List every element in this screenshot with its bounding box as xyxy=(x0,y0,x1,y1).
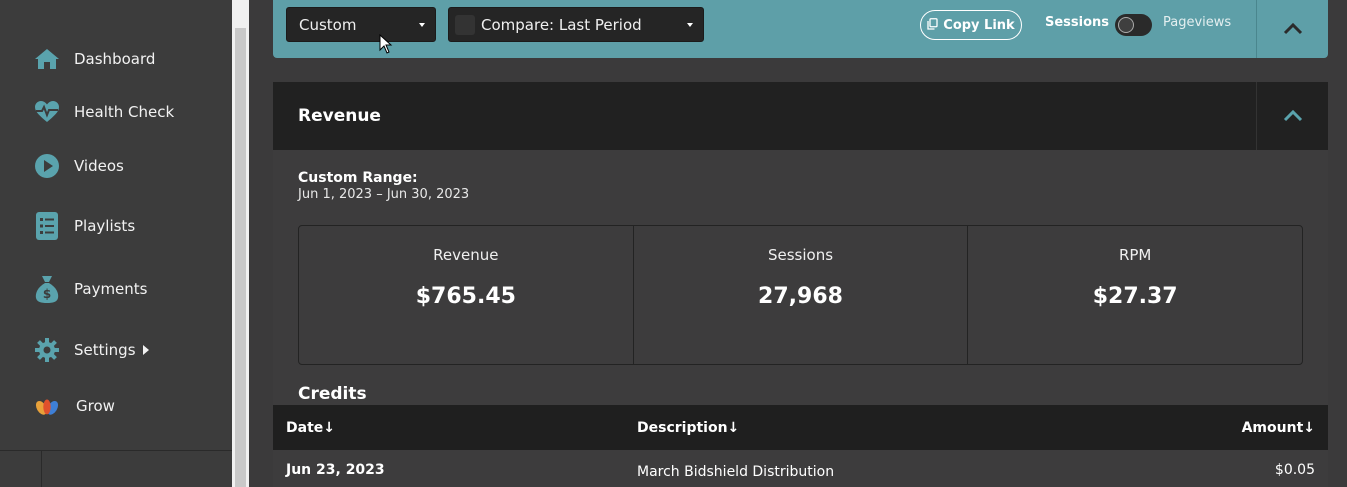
cell-date: Jun 23, 2023 xyxy=(286,462,385,478)
toggle-label-pageviews: Pageviews xyxy=(1163,15,1232,30)
compare-value: Compare: Last Period xyxy=(481,15,642,34)
sidebar-item-grow[interactable]: Grow xyxy=(34,391,115,421)
sidebar-item-dashboard[interactable]: Dashboard xyxy=(34,44,155,74)
heartbeat-icon xyxy=(34,99,60,125)
credits-table-header: Date↓ Description↓ Amount↓ xyxy=(273,405,1328,450)
grow-logo-icon xyxy=(34,393,60,419)
sidebar: Dashboard Health Check Videos Playlists … xyxy=(0,0,232,487)
play-icon xyxy=(34,153,60,179)
sidebar-scrollbar[interactable] xyxy=(232,0,249,487)
stat-label: Sessions xyxy=(767,246,834,264)
sidebar-item-videos[interactable]: Videos xyxy=(34,151,124,181)
collapse-filter-button[interactable] xyxy=(1257,0,1329,58)
date-range-select[interactable]: Custom xyxy=(286,7,436,42)
column-header-date[interactable]: Date↓ xyxy=(286,420,335,436)
chevron-up-icon xyxy=(1283,23,1303,35)
stat-label: Revenue xyxy=(433,246,499,264)
sidebar-item-label: Playlists xyxy=(74,217,136,235)
cell-description: March Bidshield Distribution xyxy=(637,464,835,480)
gear-icon xyxy=(34,337,60,363)
range-value: Jun 1, 2023 – Jun 30, 2023 xyxy=(298,187,470,202)
cell-amount: $0.05 xyxy=(1274,462,1315,478)
copy-icon xyxy=(927,17,938,33)
divider xyxy=(1256,82,1257,150)
stat-label: RPM xyxy=(1118,246,1152,264)
toggle-label-sessions: Sessions xyxy=(1045,15,1110,30)
sidebar-item-label: Payments xyxy=(74,280,148,298)
sidebar-item-health-check[interactable]: Health Check xyxy=(34,97,174,127)
sidebar-item-settings[interactable]: Settings xyxy=(34,335,149,365)
column-header-description[interactable]: Description↓ xyxy=(637,420,740,436)
caret-right-icon xyxy=(142,345,149,355)
mouse-cursor-icon xyxy=(379,34,393,54)
stat-value: $27.37 xyxy=(1092,284,1178,309)
divider xyxy=(41,451,42,487)
sidebar-item-label: Grow xyxy=(76,397,115,415)
chevron-up-icon xyxy=(1283,110,1303,122)
toggle-knob xyxy=(1118,17,1134,33)
collapse-revenue-button[interactable] xyxy=(1257,82,1329,150)
sidebar-item-payments[interactable]: $ Payments xyxy=(34,274,147,304)
revenue-card: Revenue Custom Range: Jun 1, 2023 – Jun … xyxy=(273,82,1328,487)
compare-color-swatch xyxy=(455,14,475,35)
table-row: Jun 23, 2023 March Bidshield Distributio… xyxy=(273,450,1328,487)
sidebar-item-label: Videos xyxy=(74,157,124,175)
money-bag-icon: $ xyxy=(34,276,60,303)
compare-select[interactable]: Compare: Last Period xyxy=(448,7,704,42)
stats-panel: Revenue $765.45 Sessions 27,968 RPM $27.… xyxy=(298,225,1303,365)
metric-toggle[interactable] xyxy=(1115,14,1152,36)
sidebar-item-label: Dashboard xyxy=(74,50,156,68)
card-title: Revenue xyxy=(298,106,381,126)
stat-sessions: Sessions 27,968 xyxy=(634,226,969,364)
stat-rpm: RPM $27.37 xyxy=(968,226,1302,364)
range-label: Custom Range: xyxy=(298,170,418,186)
divider xyxy=(1256,0,1257,58)
home-icon xyxy=(34,46,60,72)
stat-value: 27,968 xyxy=(758,284,843,309)
scrollbar-thumb[interactable] xyxy=(235,28,246,487)
column-header-amount[interactable]: Amount↓ xyxy=(1241,420,1315,436)
credits-title: Credits xyxy=(298,384,367,404)
svg-text:$: $ xyxy=(43,287,51,301)
dropdown-arrow-icon xyxy=(687,23,693,27)
copy-link-button[interactable]: Copy Link xyxy=(920,10,1022,40)
sidebar-footer xyxy=(0,450,232,487)
copy-link-label: Copy Link xyxy=(943,17,1015,33)
sidebar-item-label: Health Check xyxy=(74,103,175,121)
dropdown-arrow-icon xyxy=(419,23,425,27)
sidebar-item-playlists[interactable]: Playlists xyxy=(34,211,135,241)
date-range-value: Custom xyxy=(299,15,357,34)
filter-bar: Custom Compare: Last Period Copy Link Se… xyxy=(273,0,1328,58)
list-icon xyxy=(34,212,60,240)
stat-revenue: Revenue $765.45 xyxy=(299,226,634,364)
sidebar-item-label: Settings xyxy=(74,341,136,359)
revenue-card-header: Revenue xyxy=(273,82,1328,150)
stat-value: $765.45 xyxy=(415,284,516,309)
